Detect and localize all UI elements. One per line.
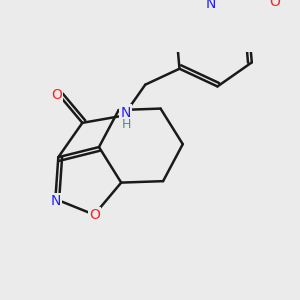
Text: N: N [206, 0, 216, 11]
Text: H: H [122, 118, 131, 131]
Text: O: O [51, 88, 62, 102]
Text: N: N [120, 106, 131, 120]
Text: O: O [269, 0, 280, 9]
Text: O: O [89, 208, 100, 222]
Text: N: N [50, 194, 61, 208]
